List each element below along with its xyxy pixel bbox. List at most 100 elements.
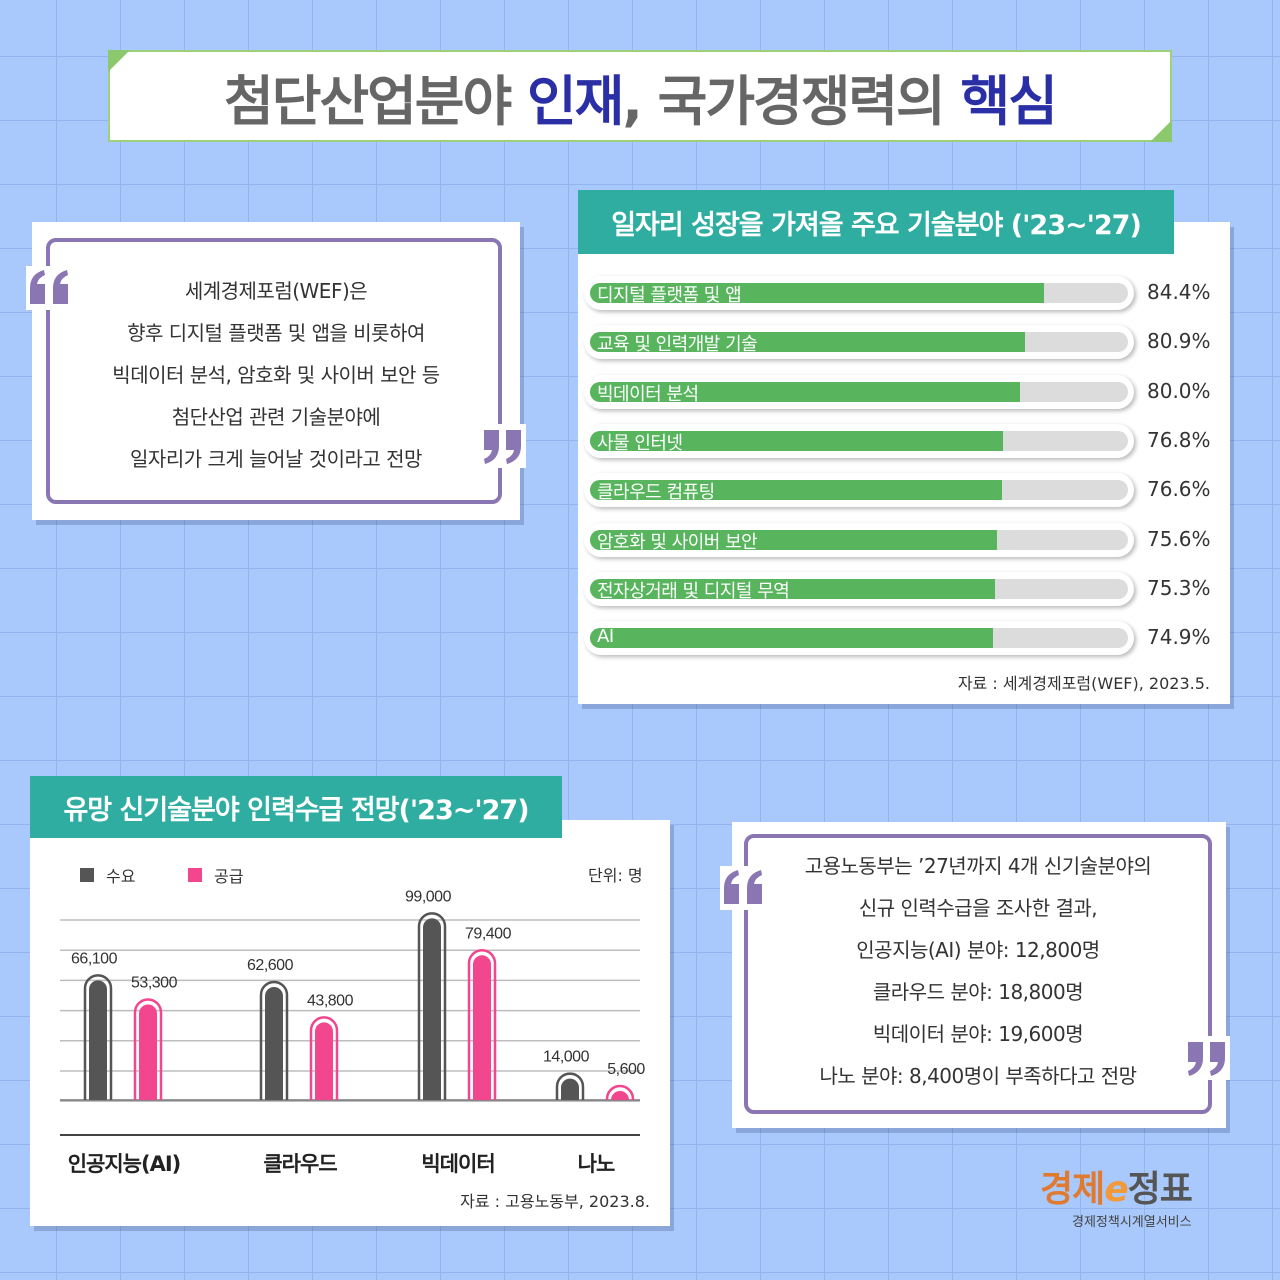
column-bar <box>139 1004 157 1100</box>
category-label: 빅데이터 <box>421 1152 495 1176</box>
column-value-label: 53,300 <box>131 974 178 991</box>
supply-demand-source: 자료 : 고용노동부, 2023.8. <box>460 1192 650 1211</box>
column-value-label: 99,000 <box>405 888 452 905</box>
legend-demand-label: 수요 <box>106 867 136 886</box>
column-outline <box>309 1016 339 1100</box>
quote-line: 향후 디지털 플랫폼 및 앱을 비롯하여 <box>127 321 425 345</box>
bar-track: 클라우드 컴퓨팅 <box>584 473 1134 508</box>
title-highlight-2: 핵심 <box>960 69 1058 133</box>
bar <box>590 578 996 599</box>
bar-row: 사물 인터넷 76.8% <box>584 423 1214 458</box>
column-value-label: 14,000 <box>543 1049 590 1066</box>
tech-growth-source: 자료 : 세계경제포럼(WEF), 2023.5. <box>957 674 1210 693</box>
bar-row: AI 74.9% <box>584 621 1214 656</box>
tech-growth-header: 일자리 성장을 가져올 주요 기술분야 ('23~'27) <box>578 190 1174 254</box>
bar-track: 사물 인터넷 <box>584 423 1134 458</box>
bar-track: 디지털 플랫폼 및 앱 <box>584 276 1134 310</box>
quote-line: 클라우드 분야: 18,800명 <box>872 980 1084 1004</box>
supply-demand-card <box>30 820 670 1226</box>
bar-row: 교육 및 인력개발 기술 80.9% <box>584 325 1214 360</box>
bar-value-label: 80.0% <box>1147 378 1211 403</box>
column-value-label: 5,600 <box>607 1061 645 1078</box>
legend-supply-label: 공급 <box>214 867 244 886</box>
column-outline <box>605 1084 635 1100</box>
category-label: 나노 <box>577 1152 616 1176</box>
wef-quote-card <box>32 222 520 520</box>
column-outline <box>467 949 497 1100</box>
logo-text-b: 정표 <box>1127 1169 1193 1210</box>
quote-line: 고용노동부는 ’27년까지 4개 신기술분야의 <box>804 854 1152 878</box>
bar-label: 사물 인터넷 <box>597 432 683 454</box>
bar-background <box>590 578 1128 599</box>
bar-row: 암호화 및 사이버 보안 75.6% <box>584 522 1214 557</box>
column-value-label: 66,100 <box>71 950 118 967</box>
quote-line: 세계경제포럼(WEF)은 <box>184 279 368 303</box>
bar <box>590 332 1026 353</box>
title-highlight-1: 인재 <box>526 69 624 133</box>
logo-text-a: 경제 <box>1040 1169 1105 1210</box>
bar-track: 전자상거래 및 디지털 무역 <box>584 571 1134 606</box>
quote-line: 빅데이터 분야: 19,600명 <box>872 1022 1084 1046</box>
wef-quote-frame <box>46 238 502 504</box>
bar-value-label: 74.9% <box>1147 625 1211 650</box>
bar-row: 전자상거래 및 디지털 무역 75.3% <box>584 571 1214 606</box>
quote-line: 빅데이터 분석, 암호화 및 사이버 보안 등 <box>112 363 440 387</box>
brand-logo-subtitle: 경제정책시계열서비스 <box>1072 1215 1192 1230</box>
bar-label: 암호화 및 사이버 보안 <box>597 531 758 553</box>
bar-row: 클라우드 컴퓨팅 76.6% <box>584 473 1214 508</box>
open-quote-icon <box>720 866 768 910</box>
column-bar <box>89 980 107 1100</box>
bar-value-label: 84.4% <box>1147 280 1211 304</box>
bar-background <box>590 381 1128 402</box>
bar-row: 빅데이터 분석 80.0% <box>584 374 1214 409</box>
bar-track: 암호화 및 사이버 보안 <box>584 522 1134 557</box>
column-bar <box>423 918 441 1100</box>
wef-quote-text: 세계경제포럼(WEF)은 향후 디지털 플랫폼 및 앱을 비롯하여 빅데이터 분… <box>76 270 476 480</box>
legend-supply-swatch <box>188 868 202 882</box>
bar-track: 빅데이터 분석 <box>584 374 1134 409</box>
bar-value-label: 75.6% <box>1147 526 1211 551</box>
bar <box>590 381 1021 402</box>
bar-background <box>590 430 1128 451</box>
bar <box>590 480 1003 501</box>
column-bar <box>611 1091 629 1100</box>
bar <box>590 529 997 550</box>
bar-value-label: 76.8% <box>1147 427 1211 452</box>
quote-line: 신규 인력수급을 조사한 결과, <box>858 896 1098 920</box>
column-bar <box>315 1022 333 1100</box>
title-part-2: , 국가경쟁력의 <box>622 69 961 133</box>
column-value-label: 62,600 <box>247 957 294 974</box>
column-outline <box>555 1072 585 1100</box>
bar-background <box>590 480 1128 501</box>
bar-value-label: 75.3% <box>1147 575 1211 600</box>
bar-background <box>590 628 1128 649</box>
open-quote-icon <box>26 266 74 310</box>
bar <box>590 628 993 649</box>
bar-label: 디지털 플랫폼 및 앱 <box>597 285 742 306</box>
title-part-1: 첨단산업분야 <box>224 69 527 133</box>
quote-line: 일자리가 크게 늘어날 것이라고 전망 <box>130 447 422 471</box>
legend-demand-swatch <box>80 868 94 882</box>
supply-demand-column-chart: 66,100 62,600 99,000 14,000 53,300 43,800 79,4… <box>60 888 646 1136</box>
bar-value-label: 76.6% <box>1147 477 1211 502</box>
bar-background <box>590 529 1128 550</box>
bar-label: AI <box>597 626 614 648</box>
category-label: 인공지능(AI) <box>67 1152 182 1176</box>
legend-demand: 수요 <box>80 863 135 887</box>
quote-line: 인공지능(AI) 분야: 12,800명 <box>856 938 1100 962</box>
unit-label: 단위: 명 <box>588 866 643 885</box>
column-outline <box>133 998 163 1100</box>
bar-label: 전자상거래 및 디지털 무역 <box>597 580 790 602</box>
page-title: 첨단산업분야 인재, 국가경쟁력의 핵심 <box>224 57 1058 136</box>
bar-track: 교육 및 인력개발 기술 <box>584 325 1134 360</box>
column-outline <box>259 980 289 1100</box>
column-bar <box>473 955 491 1100</box>
column-outline <box>83 974 113 1100</box>
quote-line: 나노 분야: 8,400명이 부족하다고 전망 <box>819 1064 1137 1088</box>
column-bar <box>265 986 283 1100</box>
column-value-label: 43,800 <box>307 992 354 1009</box>
supply-demand-header: 유망 신기술분야 인력수급 전망('23~'27) <box>30 776 562 838</box>
column-outline <box>417 912 447 1100</box>
bar-background <box>590 283 1128 303</box>
bar-background <box>590 332 1128 353</box>
